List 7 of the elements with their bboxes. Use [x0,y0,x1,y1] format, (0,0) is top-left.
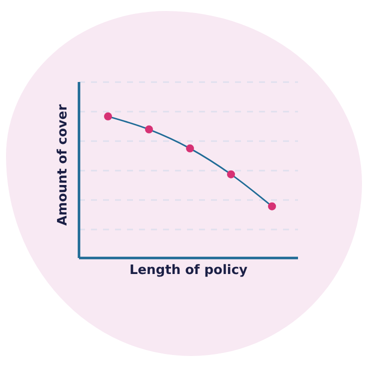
point [104,112,112,120]
y-axis-title: Amount of cover [56,104,70,226]
point [227,170,235,178]
point [186,144,194,152]
point [145,125,153,134]
point [268,202,276,210]
x-axis-title: Length of policy [128,263,249,278]
